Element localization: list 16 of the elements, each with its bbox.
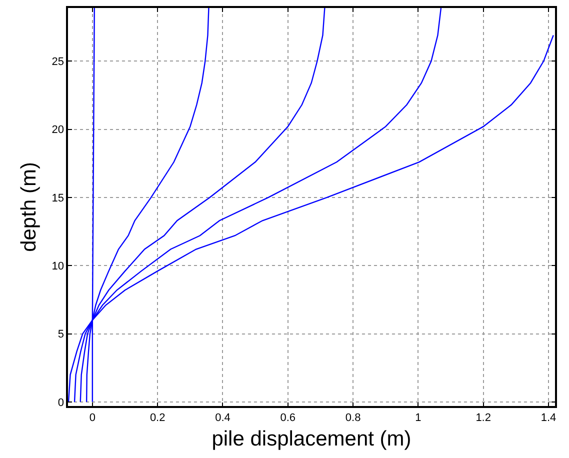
y-tick-label: 10	[52, 260, 64, 272]
x-tick-label: 0.6	[280, 412, 296, 424]
y-tick-label: 20	[52, 124, 64, 136]
y-tick-label: 5	[58, 328, 64, 341]
x-tick-label: 1.2	[476, 412, 491, 424]
y-tick-label: 15	[52, 192, 64, 204]
x-tick-label: 0.2	[150, 412, 166, 424]
x-tick-label: 0	[89, 412, 96, 424]
x-tick-label: 0.8	[345, 412, 361, 424]
x-tick-label: 1.4	[540, 412, 556, 424]
x-axis-title: pile displacement (m)	[212, 428, 412, 451]
x-tick-label: 1	[415, 412, 422, 424]
y-tick-label: 0	[58, 396, 64, 409]
x-tick-label: 0.4	[215, 412, 230, 424]
y-axis-title: depth (m)	[17, 162, 40, 252]
y-tick-label: 25	[52, 56, 64, 68]
